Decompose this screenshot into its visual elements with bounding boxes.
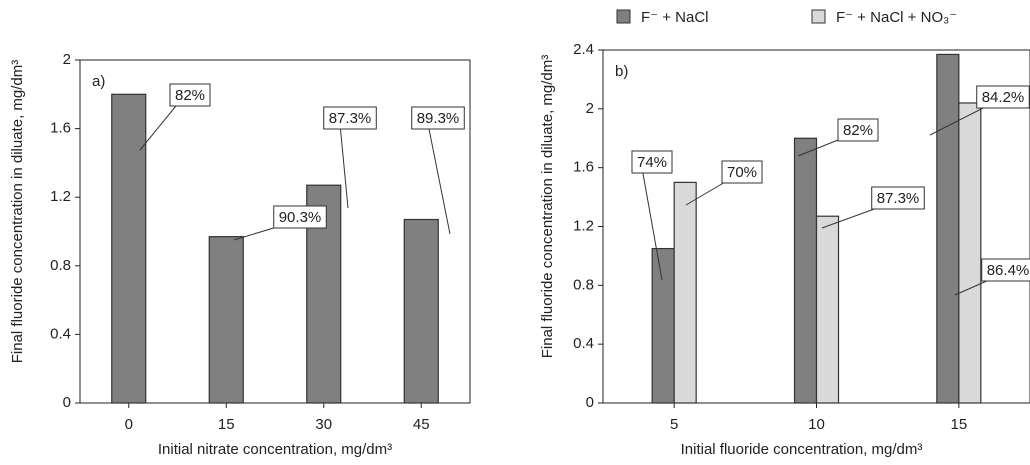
- x-tick-label: 15: [218, 416, 235, 433]
- bar: [958, 102, 982, 404]
- annotation: 82%: [843, 122, 873, 139]
- annotation: 87.3%: [877, 190, 920, 207]
- bar: [111, 93, 147, 404]
- annotation: 74%: [637, 154, 667, 171]
- leader-line: [139, 100, 181, 151]
- y-tick-label: 0.4: [50, 325, 71, 342]
- y-tick-label: 1.6: [50, 120, 71, 137]
- legend-swatch: [811, 9, 826, 24]
- y-tick-label: 0: [586, 394, 594, 411]
- x-tick-label: 10: [808, 416, 825, 433]
- annotation-box: [323, 106, 377, 130]
- annotation-box: [837, 118, 879, 142]
- bar: [208, 236, 244, 404]
- legend-label: F⁻ + NaCl: [641, 9, 709, 26]
- leader-line: [339, 123, 349, 209]
- annotation: 70%: [727, 164, 757, 181]
- legend-label: F⁻ + NaCl + NO₃⁻: [836, 9, 957, 26]
- x-tick-label: 15: [950, 416, 967, 433]
- annotation-box: [273, 205, 327, 229]
- x-axis-label: Initial fluoride concentration, mg/dm³: [681, 441, 923, 458]
- y-tick-label: 0.8: [573, 276, 594, 293]
- y-tick-label: 0: [63, 394, 71, 411]
- x-tick-label: 5: [670, 416, 678, 433]
- bar: [651, 247, 675, 404]
- y-axis-label: Final fluoride concentration in diluate,…: [539, 55, 556, 359]
- bar: [936, 53, 960, 404]
- y-tick-label: 1.2: [50, 188, 71, 205]
- y-tick-label: 1.6: [573, 159, 594, 176]
- annotation: 86.4%: [987, 262, 1030, 279]
- bar: [815, 215, 840, 404]
- y-tick-label: 2: [63, 51, 71, 68]
- legend-swatch: [616, 9, 631, 24]
- x-tick-label: 45: [413, 416, 430, 433]
- y-tick-label: 0.4: [573, 335, 594, 352]
- panel-label: b): [615, 63, 628, 80]
- x-tick-label: 0: [125, 416, 133, 433]
- y-tick-label: 2.4: [573, 41, 594, 58]
- annotation-box: [169, 83, 211, 107]
- annotation: 90.3%: [279, 209, 322, 226]
- y-axis-label: Final fluoride concentration in diluate,…: [9, 60, 26, 364]
- bar: [403, 218, 439, 404]
- leader-line: [427, 123, 451, 235]
- annotation: 89.3%: [417, 110, 460, 127]
- annotation: 87.3%: [329, 110, 372, 127]
- leader-line: [641, 167, 663, 281]
- annotation-box: [976, 85, 1030, 109]
- panel-label: a): [92, 73, 105, 90]
- annotation-box: [721, 160, 763, 184]
- x-axis-label: Initial nitrate concentration, mg/dm³: [158, 441, 392, 458]
- y-tick-label: 1.2: [573, 217, 594, 234]
- annotation-box: [411, 106, 465, 130]
- y-tick-label: 0.8: [50, 257, 71, 274]
- annotation-box: [981, 258, 1030, 282]
- annotation-box: [631, 150, 673, 174]
- x-tick-label: 30: [315, 416, 332, 433]
- annotation: 84.2%: [982, 89, 1025, 106]
- y-tick-label: 2: [586, 100, 594, 117]
- plot-frame: [79, 59, 471, 404]
- bar: [793, 137, 818, 404]
- annotation: 82%: [175, 87, 205, 104]
- annotation-box: [871, 186, 925, 210]
- bar: [673, 181, 697, 404]
